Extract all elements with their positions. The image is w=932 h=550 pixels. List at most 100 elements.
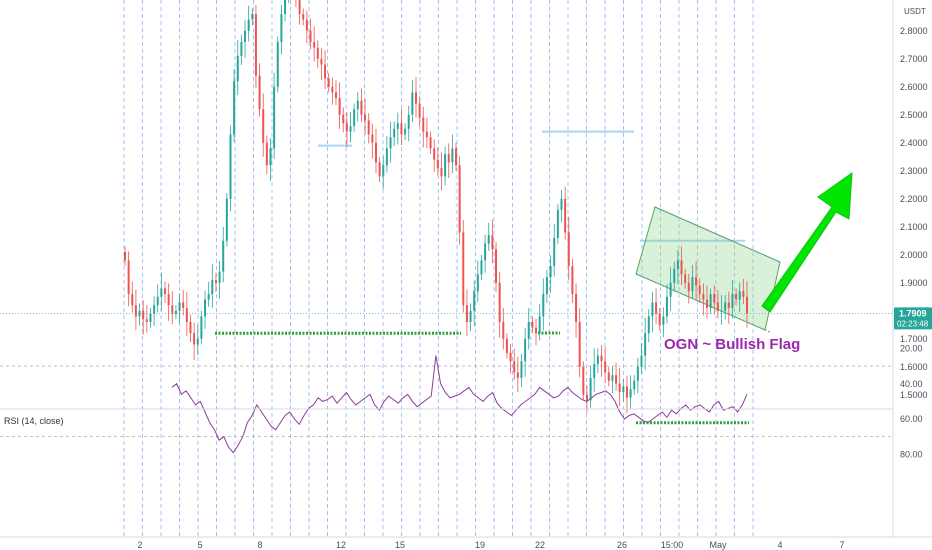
candle[interactable] xyxy=(684,268,687,289)
candle[interactable] xyxy=(702,283,705,316)
candle[interactable] xyxy=(204,290,207,329)
candle[interactable] xyxy=(414,76,417,118)
candle[interactable] xyxy=(593,348,596,392)
candle[interactable] xyxy=(182,290,185,316)
candle[interactable] xyxy=(389,121,392,163)
candle[interactable] xyxy=(633,375,636,395)
candle[interactable] xyxy=(615,362,618,391)
candle[interactable] xyxy=(404,123,407,140)
candle[interactable] xyxy=(473,280,476,327)
candle[interactable] xyxy=(698,278,701,303)
candle[interactable] xyxy=(516,356,519,392)
candle[interactable] xyxy=(356,91,359,122)
candle[interactable] xyxy=(447,143,450,179)
candle[interactable] xyxy=(636,357,639,394)
candle[interactable] xyxy=(236,40,239,96)
candle[interactable] xyxy=(396,112,399,145)
candle[interactable] xyxy=(705,285,708,319)
candle[interactable] xyxy=(524,328,527,377)
candle[interactable] xyxy=(549,255,552,293)
candle[interactable] xyxy=(578,308,581,378)
candle[interactable] xyxy=(502,308,505,350)
candle[interactable] xyxy=(207,281,210,307)
candle[interactable] xyxy=(167,283,170,321)
candle[interactable] xyxy=(378,156,381,182)
candle[interactable] xyxy=(476,260,479,302)
candle[interactable] xyxy=(225,193,228,247)
candle[interactable] xyxy=(240,34,243,65)
candle[interactable] xyxy=(305,10,308,44)
candle[interactable] xyxy=(687,273,690,304)
candle[interactable] xyxy=(353,103,356,132)
candle[interactable] xyxy=(262,93,265,157)
candle[interactable] xyxy=(567,216,570,280)
candle[interactable] xyxy=(229,125,232,212)
candle[interactable] xyxy=(585,385,588,413)
candle[interactable] xyxy=(433,139,436,172)
candle[interactable] xyxy=(385,136,388,173)
candle[interactable] xyxy=(214,272,217,292)
candle[interactable] xyxy=(374,128,377,174)
candle[interactable] xyxy=(495,241,498,292)
candle[interactable] xyxy=(425,117,428,148)
candle[interactable] xyxy=(738,282,741,312)
candle[interactable] xyxy=(193,322,196,361)
candle[interactable] xyxy=(469,303,472,331)
candle[interactable] xyxy=(505,333,508,359)
candlestick-series[interactable] xyxy=(123,0,749,414)
candle[interactable] xyxy=(367,113,370,144)
candle[interactable] xyxy=(382,156,385,189)
candle[interactable] xyxy=(273,72,276,160)
candle[interactable] xyxy=(658,308,661,331)
candle[interactable] xyxy=(462,220,465,313)
candle[interactable] xyxy=(400,109,403,146)
candle[interactable] xyxy=(349,112,352,143)
candle[interactable] xyxy=(429,131,432,154)
candle[interactable] xyxy=(662,307,665,338)
candle[interactable] xyxy=(295,0,297,8)
candle[interactable] xyxy=(596,348,599,373)
candle[interactable] xyxy=(342,107,345,133)
candle[interactable] xyxy=(254,5,257,88)
candle[interactable] xyxy=(134,289,137,331)
candle[interactable] xyxy=(709,288,712,314)
candle[interactable] xyxy=(727,291,730,324)
candle[interactable] xyxy=(334,80,337,106)
candle[interactable] xyxy=(545,269,548,303)
candle[interactable] xyxy=(174,305,177,320)
candle[interactable] xyxy=(695,261,698,300)
candle[interactable] xyxy=(480,254,483,280)
candle[interactable] xyxy=(244,20,247,58)
candle[interactable] xyxy=(713,285,716,315)
candle[interactable] xyxy=(465,289,468,336)
candle[interactable] xyxy=(676,249,679,285)
candle[interactable] xyxy=(145,305,148,333)
rsi-line[interactable] xyxy=(171,355,748,454)
candle[interactable] xyxy=(560,189,563,223)
candle[interactable] xyxy=(665,284,668,324)
candle[interactable] xyxy=(742,278,745,305)
candle[interactable] xyxy=(171,291,174,325)
candle[interactable] xyxy=(691,264,694,299)
candle[interactable] xyxy=(189,314,192,343)
candle[interactable] xyxy=(196,324,199,356)
candle[interactable] xyxy=(156,284,159,313)
candle[interactable] xyxy=(622,379,625,401)
candle[interactable] xyxy=(575,283,578,338)
candle[interactable] xyxy=(440,152,443,191)
candle[interactable] xyxy=(418,96,421,127)
candle[interactable] xyxy=(542,278,545,331)
rsi-panel[interactable] xyxy=(0,355,893,454)
candle[interactable] xyxy=(589,365,592,408)
candle[interactable] xyxy=(331,77,334,105)
candle[interactable] xyxy=(527,308,530,350)
candle[interactable] xyxy=(178,293,181,324)
candle[interactable] xyxy=(604,347,607,384)
candle[interactable] xyxy=(200,310,203,345)
candle[interactable] xyxy=(731,280,734,319)
candle[interactable] xyxy=(553,224,556,277)
candle[interactable] xyxy=(520,353,523,387)
candle[interactable] xyxy=(360,88,363,123)
candle[interactable] xyxy=(138,303,141,326)
candle[interactable] xyxy=(455,142,458,171)
